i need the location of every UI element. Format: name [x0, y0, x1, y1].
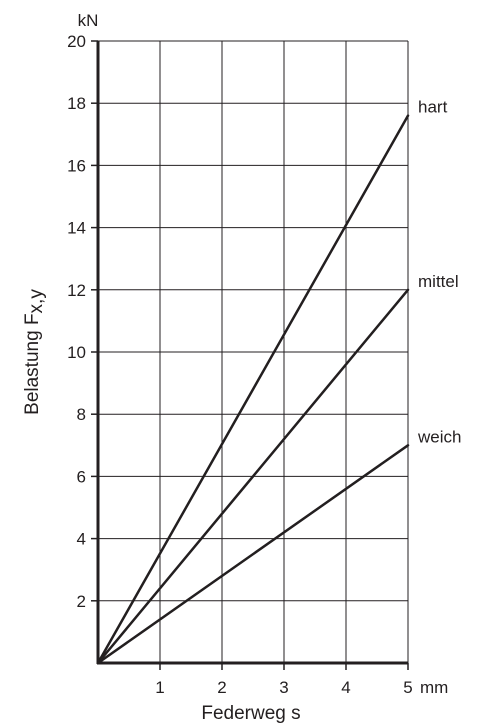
- x-tick-label-1: 1: [155, 678, 164, 697]
- y-tick-label-4: 4: [77, 530, 86, 549]
- y-tick-label-6: 6: [77, 467, 86, 486]
- grid: [98, 40, 409, 663]
- y-axis-title-main: Belastung F: [22, 313, 43, 414]
- series-label-weich: weich: [417, 427, 461, 446]
- y-tick-label-10: 10: [67, 343, 86, 362]
- y-tick-label-12: 12: [67, 281, 86, 300]
- y-tick-label-16: 16: [67, 156, 86, 175]
- series-lines: [96, 114, 410, 665]
- x-tick-label-5: 5: [403, 678, 412, 697]
- y-tick-label-20: 20: [67, 32, 86, 51]
- series-label-hart: hart: [418, 98, 448, 117]
- y-tick-label-14: 14: [67, 219, 86, 238]
- x-tick-label-3: 3: [279, 678, 288, 697]
- x-axis-title: Federweg s: [201, 703, 300, 724]
- series-line-mittel: [96, 288, 410, 665]
- x-tick-label-4: 4: [341, 678, 350, 697]
- y-tick-label-2: 2: [77, 592, 86, 611]
- y-unit-label: kN: [78, 11, 99, 30]
- y-axis-title: Belastung Fx,y: [22, 289, 47, 415]
- x-tick-label-2: 2: [217, 678, 226, 697]
- y-tick-label-18: 18: [67, 94, 86, 113]
- series-line-hart: [96, 114, 410, 665]
- y-axis-title-subscript: x,y: [26, 289, 47, 314]
- y-tick-label-8: 8: [77, 405, 86, 424]
- series-label-mittel: mittel: [418, 272, 459, 291]
- series-line-weich: [96, 444, 410, 665]
- axes: [91, 40, 409, 670]
- x-unit-label: mm: [420, 678, 448, 697]
